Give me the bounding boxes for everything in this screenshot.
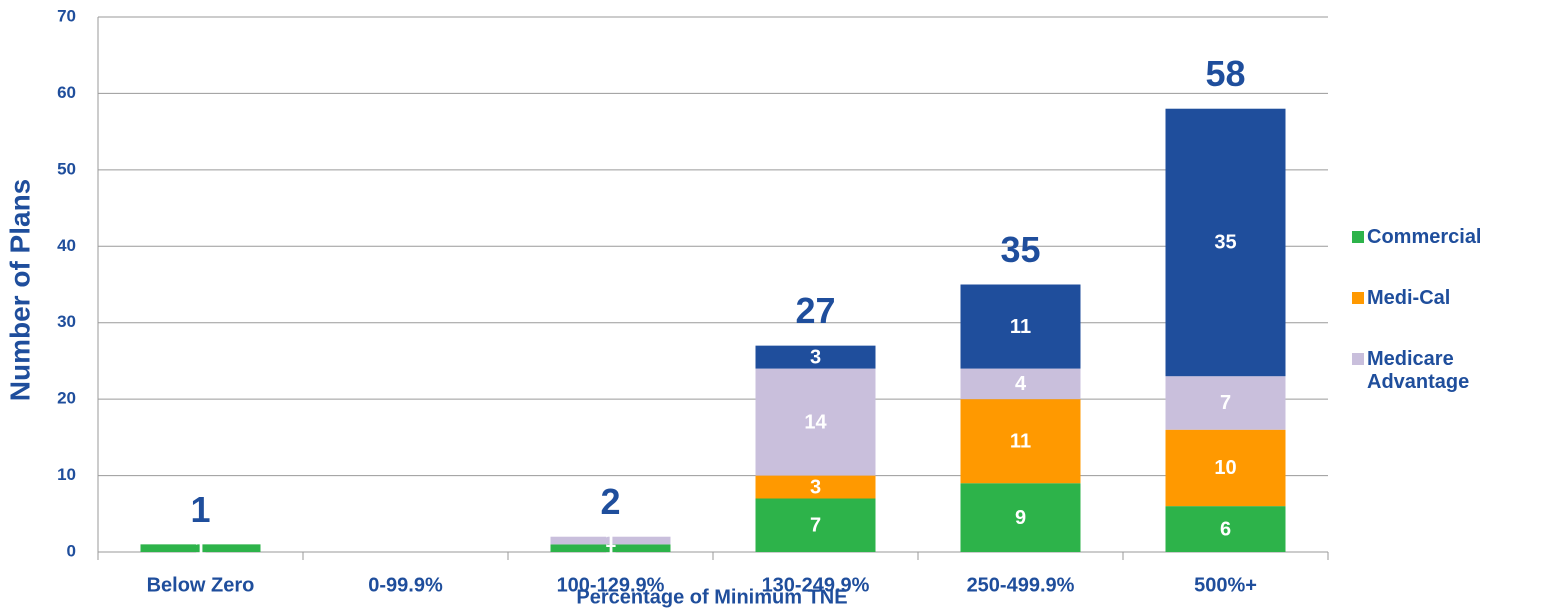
legend-item: Commercial (1352, 226, 1552, 249)
total-label: 58 (1205, 53, 1245, 94)
y-tick-label: 50 (57, 159, 76, 178)
legend-swatch (1352, 292, 1364, 304)
segment-label: 7 (1220, 392, 1231, 414)
segment-label: 10 (1214, 457, 1236, 479)
segment-label: 1 (605, 537, 616, 559)
bar-segment (1165, 108, 1286, 377)
x-tick-label: 500%+ (1194, 574, 1257, 596)
y-tick-label: 40 (57, 236, 76, 255)
x-tick-label: 100-129.9% (557, 574, 665, 596)
bar-segment (1165, 376, 1286, 430)
y-tick-label: 10 (57, 465, 76, 484)
y-axis-title: Number of Plans (4, 179, 35, 401)
y-tick-label: 70 (57, 6, 76, 25)
bar-segment (550, 544, 671, 552)
bar-segment (960, 368, 1081, 400)
total-label: 27 (795, 290, 835, 331)
segment-label: 1 (195, 537, 206, 559)
segment-label: 14 (804, 411, 827, 433)
segment-label: 9 (1015, 507, 1026, 529)
total-label: 35 (1000, 229, 1040, 270)
segment-label: 3 (810, 346, 821, 368)
bar-segment (1165, 506, 1286, 552)
legend-swatch (1352, 231, 1364, 243)
x-tick-label: Below Zero (147, 574, 255, 596)
y-tick-label: 0 (67, 541, 76, 560)
bar-segment (960, 284, 1081, 369)
bar-segment (755, 368, 876, 476)
segment-label: 7 (810, 515, 821, 537)
y-tick-label: 60 (57, 83, 76, 102)
bar-segment (755, 498, 876, 552)
x-tick-label: 250-499.9% (967, 574, 1075, 596)
segment-label: 1 (605, 530, 616, 552)
legend-label: Medi-Cal (1367, 287, 1451, 309)
segment-label: 6 (1220, 518, 1231, 540)
segment-label: 35 (1214, 232, 1236, 254)
x-tick-label: 0-99.9% (368, 574, 443, 596)
segment-label: 11 (1010, 316, 1031, 338)
legend-label: Commercial (1367, 226, 1482, 248)
bar-segment (755, 345, 876, 369)
legend-swatch (1352, 353, 1364, 365)
x-axis-title: Percentage of Minimum TNE (576, 586, 847, 608)
bar-segment (140, 544, 261, 552)
legend-item: Medicare Advantage (1352, 348, 1552, 394)
bar-segment (1165, 429, 1286, 507)
bar-segment (960, 399, 1081, 484)
bar-segment (755, 475, 876, 499)
y-tick-label: 20 (57, 389, 76, 408)
legend: Commercial Medi-Cal Medicare Advantage (1352, 226, 1552, 432)
segment-label: 11 (1010, 430, 1031, 452)
bar-segment (960, 483, 1081, 552)
x-tick-label: 130-249.9% (762, 574, 870, 596)
segment-label: 3 (810, 476, 821, 498)
bar-segment (550, 536, 671, 545)
total-label: 2 (600, 481, 620, 522)
segment-label: 4 (1015, 373, 1027, 395)
legend-item: Medi-Cal (1352, 287, 1552, 310)
y-tick-label: 30 (57, 312, 76, 331)
total-label: 1 (190, 489, 210, 530)
legend-label: Medicare Advantage (1367, 348, 1470, 393)
